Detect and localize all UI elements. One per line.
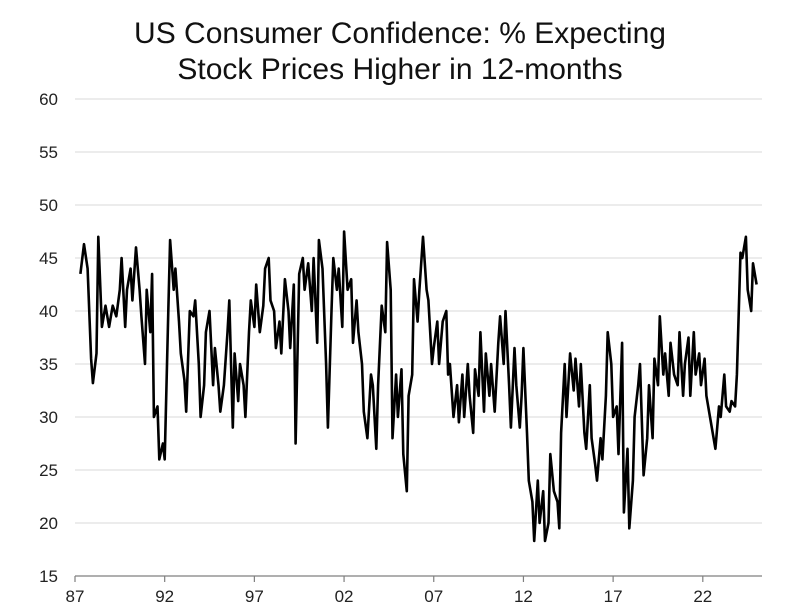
y-tick-label: 30 [39, 408, 58, 427]
x-tick-label: 22 [693, 587, 712, 606]
x-tick-label: 07 [424, 587, 443, 606]
y-tick-label: 45 [39, 249, 58, 268]
y-tick-label: 15 [39, 567, 58, 586]
x-tick-label: 17 [604, 587, 623, 606]
y-tick-label: 55 [39, 143, 58, 162]
y-tick-label: 25 [39, 461, 58, 480]
y-tick-label: 40 [39, 302, 58, 321]
x-tick-label: 12 [514, 587, 533, 606]
chart-title-line-1: US Consumer Confidence: % Expecting [134, 17, 666, 50]
y-tick-label: 60 [39, 90, 58, 109]
y-tick-label: 50 [39, 196, 58, 215]
x-tick-label: 87 [66, 587, 85, 606]
chart-title-line-2: Stock Prices Higher in 12-months [177, 53, 623, 86]
x-tick-label: 97 [245, 587, 264, 606]
y-tick-label: 20 [39, 514, 58, 533]
x-tick-label: 02 [335, 587, 354, 606]
series-line-0 [79, 230, 758, 543]
y-tick-label: 35 [39, 355, 58, 374]
x-tick-label: 92 [155, 587, 174, 606]
